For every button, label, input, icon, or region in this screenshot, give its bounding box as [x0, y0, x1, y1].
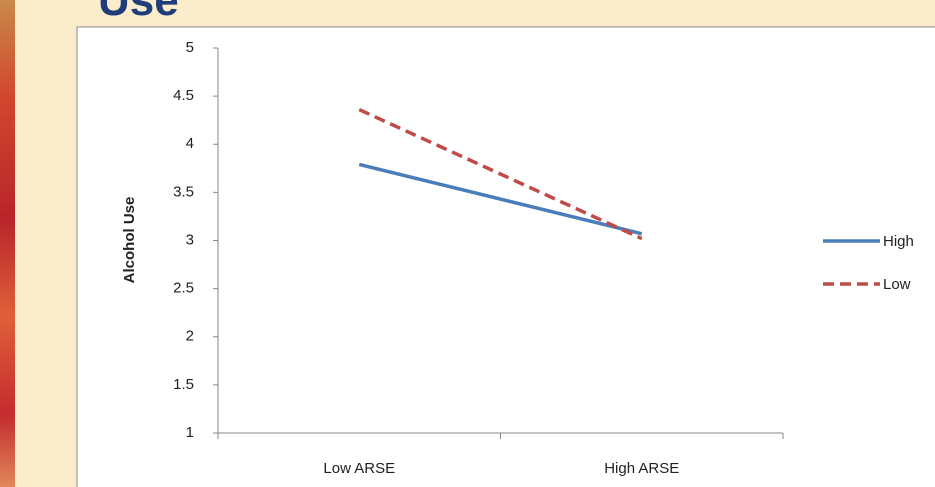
- y-tick-label: 2.5: [173, 280, 194, 297]
- x-tick-label: Low ARSE: [323, 460, 395, 477]
- y-tick-label: 1: [186, 424, 194, 441]
- y-tick-label: 4: [186, 135, 194, 152]
- slide-title: Use: [98, 0, 179, 25]
- x-tick-label: High ARSE: [604, 460, 679, 477]
- legend-label: Low: [883, 276, 911, 293]
- y-tick-label: 4.5: [173, 87, 194, 104]
- y-axis-label: Alcohol Use: [121, 197, 138, 284]
- series-line: [358, 162, 643, 236]
- legend-label: High: [883, 233, 914, 250]
- y-tick-label: 3.5: [173, 183, 194, 200]
- series-line: [358, 108, 643, 241]
- chart-area: [76, 26, 935, 487]
- y-tick-label: 5: [186, 39, 194, 56]
- decorative-strip: [0, 0, 15, 487]
- y-tick-label: 1.5: [173, 376, 194, 393]
- y-tick-label: 3: [186, 231, 194, 248]
- y-tick-label: 2: [186, 328, 194, 345]
